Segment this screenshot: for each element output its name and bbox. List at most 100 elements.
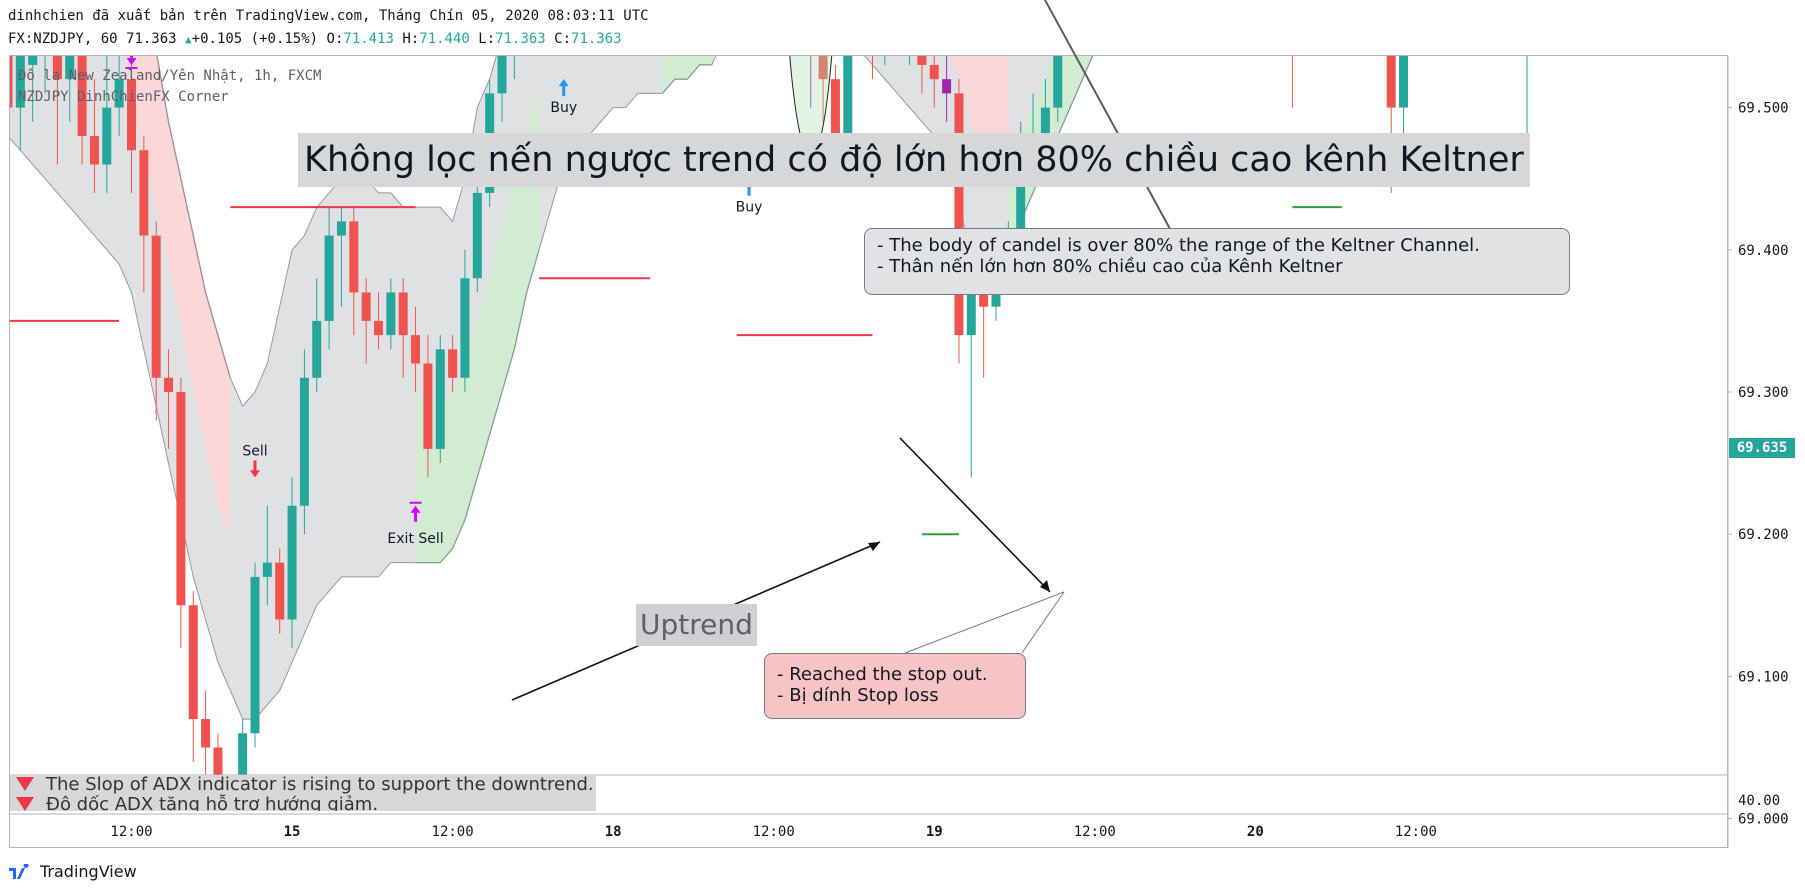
candle	[65, 56, 75, 122]
adx-line: The Slop of ADX indicator is rising to s…	[10, 775, 596, 795]
signal-label: Exit Buy	[103, 23, 161, 39]
arrowhead-icon	[868, 542, 880, 551]
candle	[238, 719, 248, 775]
adx-text: The Slop of ADX indicator is rising to s…	[46, 775, 594, 795]
price-change: +0.105 (+0.15%)	[191, 31, 319, 47]
candle-body	[299, 377, 309, 506]
candle	[868, 0, 877, 80]
footer-brand-text: TradingView	[40, 862, 137, 881]
candle	[114, 56, 124, 137]
time-tick-label: 18	[605, 824, 622, 840]
candle-body	[929, 64, 939, 80]
candle	[52, 56, 62, 165]
candle	[843, 56, 853, 165]
candle	[176, 377, 186, 648]
candle-body	[818, 56, 828, 80]
candle-body	[917, 56, 927, 65]
down-triangle-icon	[16, 797, 34, 811]
candle	[201, 690, 211, 775]
candle-body	[966, 292, 976, 336]
signal-buy: Buy	[550, 79, 577, 116]
candle	[1526, 56, 1528, 151]
candle	[10, 56, 13, 108]
candle-body	[1040, 107, 1050, 137]
candle	[954, 79, 964, 364]
candle	[513, 56, 515, 80]
candle-body	[65, 56, 75, 80]
candle-body	[448, 349, 458, 378]
signal-label: Sell	[242, 443, 267, 459]
adx-line: Độ dốc ADX tăng hỗ trợ hướng giảm.	[10, 795, 596, 811]
candle	[28, 56, 38, 122]
signal-arrow-icon	[942, 20, 952, 37]
current-price-badge: 69.635	[1729, 438, 1795, 458]
candle-body	[868, 0, 877, 51]
candle-body	[226, 833, 235, 847]
signal-label: Exit Sell	[387, 531, 443, 547]
candle	[448, 335, 458, 392]
signal-label: Buy	[736, 200, 763, 216]
candle	[1053, 56, 1063, 122]
candle	[324, 207, 334, 350]
candle	[262, 505, 272, 606]
candle	[374, 292, 383, 350]
candle-body	[349, 221, 359, 293]
downtrend-zone	[131, 56, 231, 535]
candle-body	[1016, 150, 1026, 250]
close-value: 71.363	[571, 31, 622, 47]
candle	[917, 56, 927, 94]
adx-text: Độ dốc ADX tăng hỗ trợ hướng giảm.	[46, 794, 379, 812]
candle	[77, 56, 87, 165]
title-banner: Không lọc nến ngược trend có độ lớn hơn …	[298, 133, 1530, 187]
down-triangle-icon	[16, 777, 34, 791]
candle-body	[905, 22, 914, 36]
candle	[472, 178, 482, 293]
candle-body	[830, 79, 840, 151]
candle-body	[238, 733, 248, 775]
candle-body	[41, 22, 50, 36]
candle	[893, 0, 902, 51]
candle-body	[374, 320, 383, 336]
candle	[299, 349, 309, 535]
candle	[349, 207, 359, 336]
candle-body	[843, 56, 853, 151]
time-tick-label: 19	[926, 824, 943, 840]
time-tick-label: 15	[284, 824, 301, 840]
candle-body	[979, 292, 989, 307]
signal-sell: Sell	[242, 443, 268, 478]
uptrend-label: Uptrend	[636, 604, 757, 646]
candle-body	[52, 56, 62, 80]
footer-brand[interactable]: TradingView	[8, 862, 137, 881]
candle	[942, 56, 952, 122]
candle-body	[102, 107, 112, 165]
candle-body	[497, 56, 507, 94]
stop-arrow-line	[899, 437, 1051, 593]
signal-exit-sell: Exit Sell	[387, 501, 444, 547]
candle	[497, 56, 507, 122]
price-tick-label: 69.500	[1738, 101, 1789, 117]
candle	[188, 591, 198, 762]
candle	[386, 278, 396, 350]
callout-line: - Reached the stop out.	[777, 664, 988, 685]
signal-label: Buy	[1069, 29, 1096, 45]
high-value: 71.440	[419, 31, 470, 47]
adx-indicator-panel: The Slop of ADX indicator is rising to s…	[10, 775, 596, 811]
adx-axis-label: 40.00	[1738, 793, 1780, 809]
signal-exit-sell: Exit Sell	[1338, 0, 1394, 35]
signal-arrow-icon	[125, 56, 138, 69]
price-tick-label: 69.300	[1738, 385, 1789, 401]
candle-body	[1053, 56, 1063, 108]
candle-body	[880, 8, 889, 51]
callout-stop-out: - Reached the stop out. - Bị dính Stop l…	[764, 653, 1026, 719]
candle-body	[411, 335, 421, 364]
symbol-label[interactable]: FX:NZDJPY, 60	[8, 31, 118, 47]
ohlc-line: FX:NZDJPY, 60 71.363 ▲+0.105 (+0.15%) O:…	[8, 31, 622, 47]
candle	[411, 306, 421, 392]
candle	[1510, 0, 1519, 37]
time-tick-label: 12:00	[432, 824, 474, 840]
candle-body	[893, 8, 902, 36]
candle-body	[275, 562, 285, 620]
time-tick-label: 12:00	[1074, 824, 1116, 840]
up-triangle-icon: ▲	[185, 33, 192, 46]
candle-body	[164, 377, 174, 392]
